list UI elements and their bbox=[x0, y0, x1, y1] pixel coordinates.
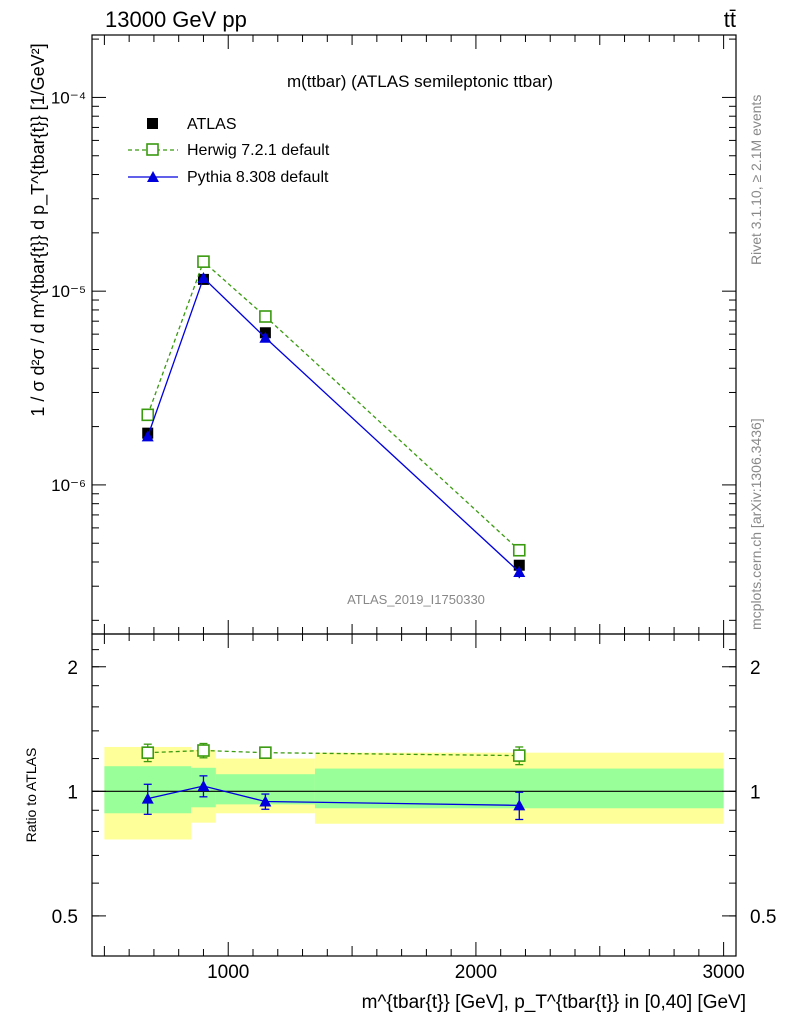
legend: ATLAS Herwig 7.2.1 default Pythia 8.308 … bbox=[128, 116, 330, 186]
main-point-pythia bbox=[141, 430, 154, 442]
ratio-y-tick-label-right: 0.5 bbox=[750, 907, 776, 928]
main-point-herwig bbox=[141, 408, 155, 422]
main-point-pythia bbox=[259, 331, 272, 343]
rivet-label: Rivet 3.1.10, ≥ 2.1M events bbox=[748, 95, 764, 265]
legend-atlas-marker bbox=[147, 118, 158, 129]
main-point-herwig bbox=[197, 255, 210, 268]
energy-label: 13000 GeV pp bbox=[105, 7, 247, 32]
ratio-y-tick-label-left: 0.5 bbox=[52, 907, 78, 928]
legend-herwig-marker bbox=[146, 143, 159, 156]
main-point-herwig bbox=[512, 543, 526, 557]
x-axis-label: m^{tbar{t}} [GeV], p_T^{tbar{t}} in [0,4… bbox=[362, 992, 746, 1013]
main-y-tick-label: 10⁻⁶ bbox=[51, 476, 86, 495]
x-tick-label: 2000 bbox=[455, 962, 497, 983]
legend-pythia-marker bbox=[147, 171, 159, 182]
ratio-y-axis-label: Ratio to ATLAS bbox=[23, 748, 39, 843]
ratio-y-tick-label-left: 1 bbox=[67, 782, 78, 803]
main-y-tick-label: 10⁻⁵ bbox=[51, 282, 86, 301]
legend-atlas-label: ATLAS bbox=[187, 116, 237, 133]
ratio-point-pythia bbox=[513, 799, 526, 811]
main-series-line-herwig bbox=[147, 260, 520, 551]
legend-herwig: Herwig 7.2.1 default bbox=[128, 142, 330, 159]
ratio-y-tick-label-left: 2 bbox=[67, 658, 78, 679]
main-y-tick-label: 10⁻⁴ bbox=[51, 88, 86, 107]
x-tick-label: 1000 bbox=[207, 962, 249, 983]
legend-pythia: Pythia 8.308 default bbox=[128, 169, 329, 186]
ratio-y-tick-label-right: 2 bbox=[750, 658, 761, 679]
x-tick-label: 3000 bbox=[702, 962, 744, 983]
main-point-pythia bbox=[513, 566, 526, 578]
plot-title: m(ttbar) (ATLAS semileptonic ttbar) bbox=[287, 72, 553, 91]
main-series-line-pythia bbox=[147, 276, 520, 573]
main-panel: 10⁻⁶ 10⁻⁵ 10⁻⁴ m(ttbar) (ATLAS semileptoni… bbox=[28, 34, 737, 635]
main-point-pythia bbox=[197, 271, 210, 283]
main-point-herwig bbox=[259, 310, 272, 323]
analysis-watermark: ATLAS_2019_I1750330 bbox=[347, 592, 485, 607]
main-point-atlas bbox=[513, 559, 525, 571]
legend-pythia-label: Pythia 8.308 default bbox=[187, 169, 329, 186]
mcplots-label: mcplots.cern.ch [arXiv:1306.3436] bbox=[748, 418, 764, 630]
process-label: tt̄ bbox=[724, 7, 736, 32]
ratio-y-tick-label-right: 1 bbox=[750, 782, 761, 803]
ratio-point-pythia bbox=[197, 780, 210, 792]
main-plot-area bbox=[141, 255, 526, 579]
ratio-series-line-herwig bbox=[147, 749, 520, 757]
main-y-axis-label: 1 / σ d²σ / d m^{tbar{t}} d p_T^{tbar{t}… bbox=[28, 43, 49, 416]
ratio-point-pythia bbox=[141, 792, 154, 804]
ratio-axis-ticks: 0.5 0.5 1 1 2 2 1000 2000 3000 bbox=[52, 633, 776, 983]
ratio-point-pythia bbox=[259, 795, 272, 807]
ratio-frame bbox=[91, 633, 737, 957]
legend-atlas: ATLAS bbox=[147, 116, 237, 133]
ratio-plot-area bbox=[92, 742, 736, 840]
ratio-point-herwig bbox=[141, 746, 155, 759]
ratio-series-line-pythia bbox=[147, 785, 520, 806]
legend-herwig-label: Herwig 7.2.1 default bbox=[187, 142, 330, 159]
main-axis-ticks: 10⁻⁶ 10⁻⁵ 10⁻⁴ bbox=[51, 35, 736, 634]
ratio-point-herwig bbox=[259, 746, 272, 759]
ratio-panel: 0.5 0.5 1 1 2 2 1000 2000 3000 Ratio to ATLAS m^… bbox=[23, 633, 776, 1013]
ratio-point-herwig bbox=[512, 749, 526, 762]
ratio-point-herwig bbox=[197, 744, 210, 757]
